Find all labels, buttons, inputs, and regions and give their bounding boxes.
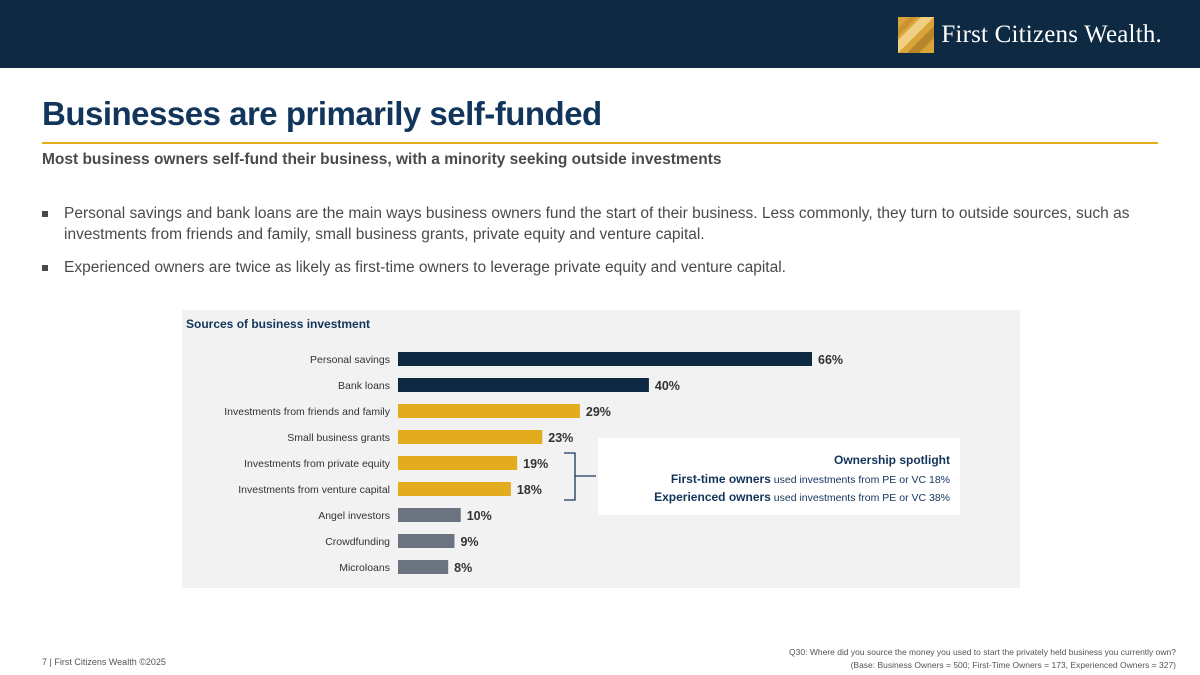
bar-category-label: Microloans [339, 562, 390, 574]
spotlight-row-text: used investments from PE or VC 18% [771, 474, 950, 486]
chart-title: Sources of business investment [186, 317, 370, 331]
bullet-text: Experienced owners are twice as likely a… [64, 259, 786, 276]
spotlight-row-label: First-time owners [671, 472, 771, 486]
ownership-spotlight-box [598, 438, 960, 515]
bar-value-label: 19% [523, 457, 548, 471]
bar-personal-savings [398, 352, 812, 366]
bar-crowdfunding [398, 534, 455, 548]
footer-source-note: Q30: Where did you source the money you … [789, 646, 1176, 672]
spotlight-row-text: used investments from PE or VC 38% [771, 492, 950, 504]
bar-value-label: 8% [454, 561, 472, 575]
bar-category-label: Crowdfunding [325, 536, 390, 548]
footer-page-info: 7 | First Citizens Wealth ©2025 [42, 657, 166, 667]
bar-value-label: 40% [655, 379, 680, 393]
spotlight-row-label: Experienced owners [654, 490, 771, 504]
bar-category-label: Investments from venture capital [238, 484, 390, 496]
footer-question: Q30: Where did you source the money you … [789, 647, 1176, 657]
page-subtitle: Most business owners self-fund their bus… [42, 151, 722, 168]
bar-value-label: 66% [818, 353, 843, 367]
bar-value-label: 23% [548, 431, 573, 445]
bullet-item: Personal savings and bank loans are the … [42, 203, 1152, 245]
bar-category-label: Angel investors [318, 510, 390, 522]
bar-bank-loans [398, 378, 649, 392]
footer-base: (Base: Business Owners = 500; First-Time… [850, 660, 1176, 670]
brand-logo[interactable]: First Citizens Wealth. [897, 12, 1162, 58]
bar-value-label: 18% [517, 483, 542, 497]
bullet-square-icon [42, 211, 48, 217]
bar-category-label: Small business grants [287, 432, 390, 444]
sources-bar-chart: Sources of business investment Personal … [186, 317, 950, 575]
spotlight-title: Ownership spotlight [834, 453, 950, 467]
page-title: Businesses are primarily self-funded [42, 95, 602, 132]
bar-category-label: Investments from friends and family [224, 406, 390, 418]
header-bar: First Citizens Wealth. [0, 0, 1200, 68]
spotlight-row-experienced: Experienced owners used investments from… [654, 490, 950, 504]
bullet-text: Personal savings and bank loans are the … [64, 205, 1130, 243]
bar-investments-from-venture-capital [398, 482, 511, 496]
bar-investments-from-private-equity [398, 456, 518, 470]
bar-investments-from-friends-and-family [398, 404, 580, 418]
bar-angel-investors [398, 508, 461, 522]
bar-microloans [398, 560, 449, 574]
fc-logo-icon [898, 17, 935, 53]
bar-category-label: Bank loans [338, 380, 390, 392]
bar-value-label: 10% [467, 509, 492, 523]
brand-name: First Citizens Wealth. [941, 21, 1162, 48]
spotlight-row-first-time: First-time owners used investments from … [671, 472, 950, 486]
bar-category-label: Personal savings [310, 354, 390, 366]
bullet-list: Personal savings and bank loans are the … [42, 203, 1152, 290]
bar-category-label: Investments from private equity [244, 458, 391, 470]
bar-small-business-grants [398, 430, 543, 444]
bar-value-label: 29% [586, 405, 611, 419]
bullet-item: Experienced owners are twice as likely a… [42, 257, 1152, 278]
title-divider [42, 142, 1158, 144]
bar-value-label: 9% [460, 535, 478, 549]
spotlight-bracket [564, 452, 596, 501]
bullet-square-icon [42, 265, 48, 271]
